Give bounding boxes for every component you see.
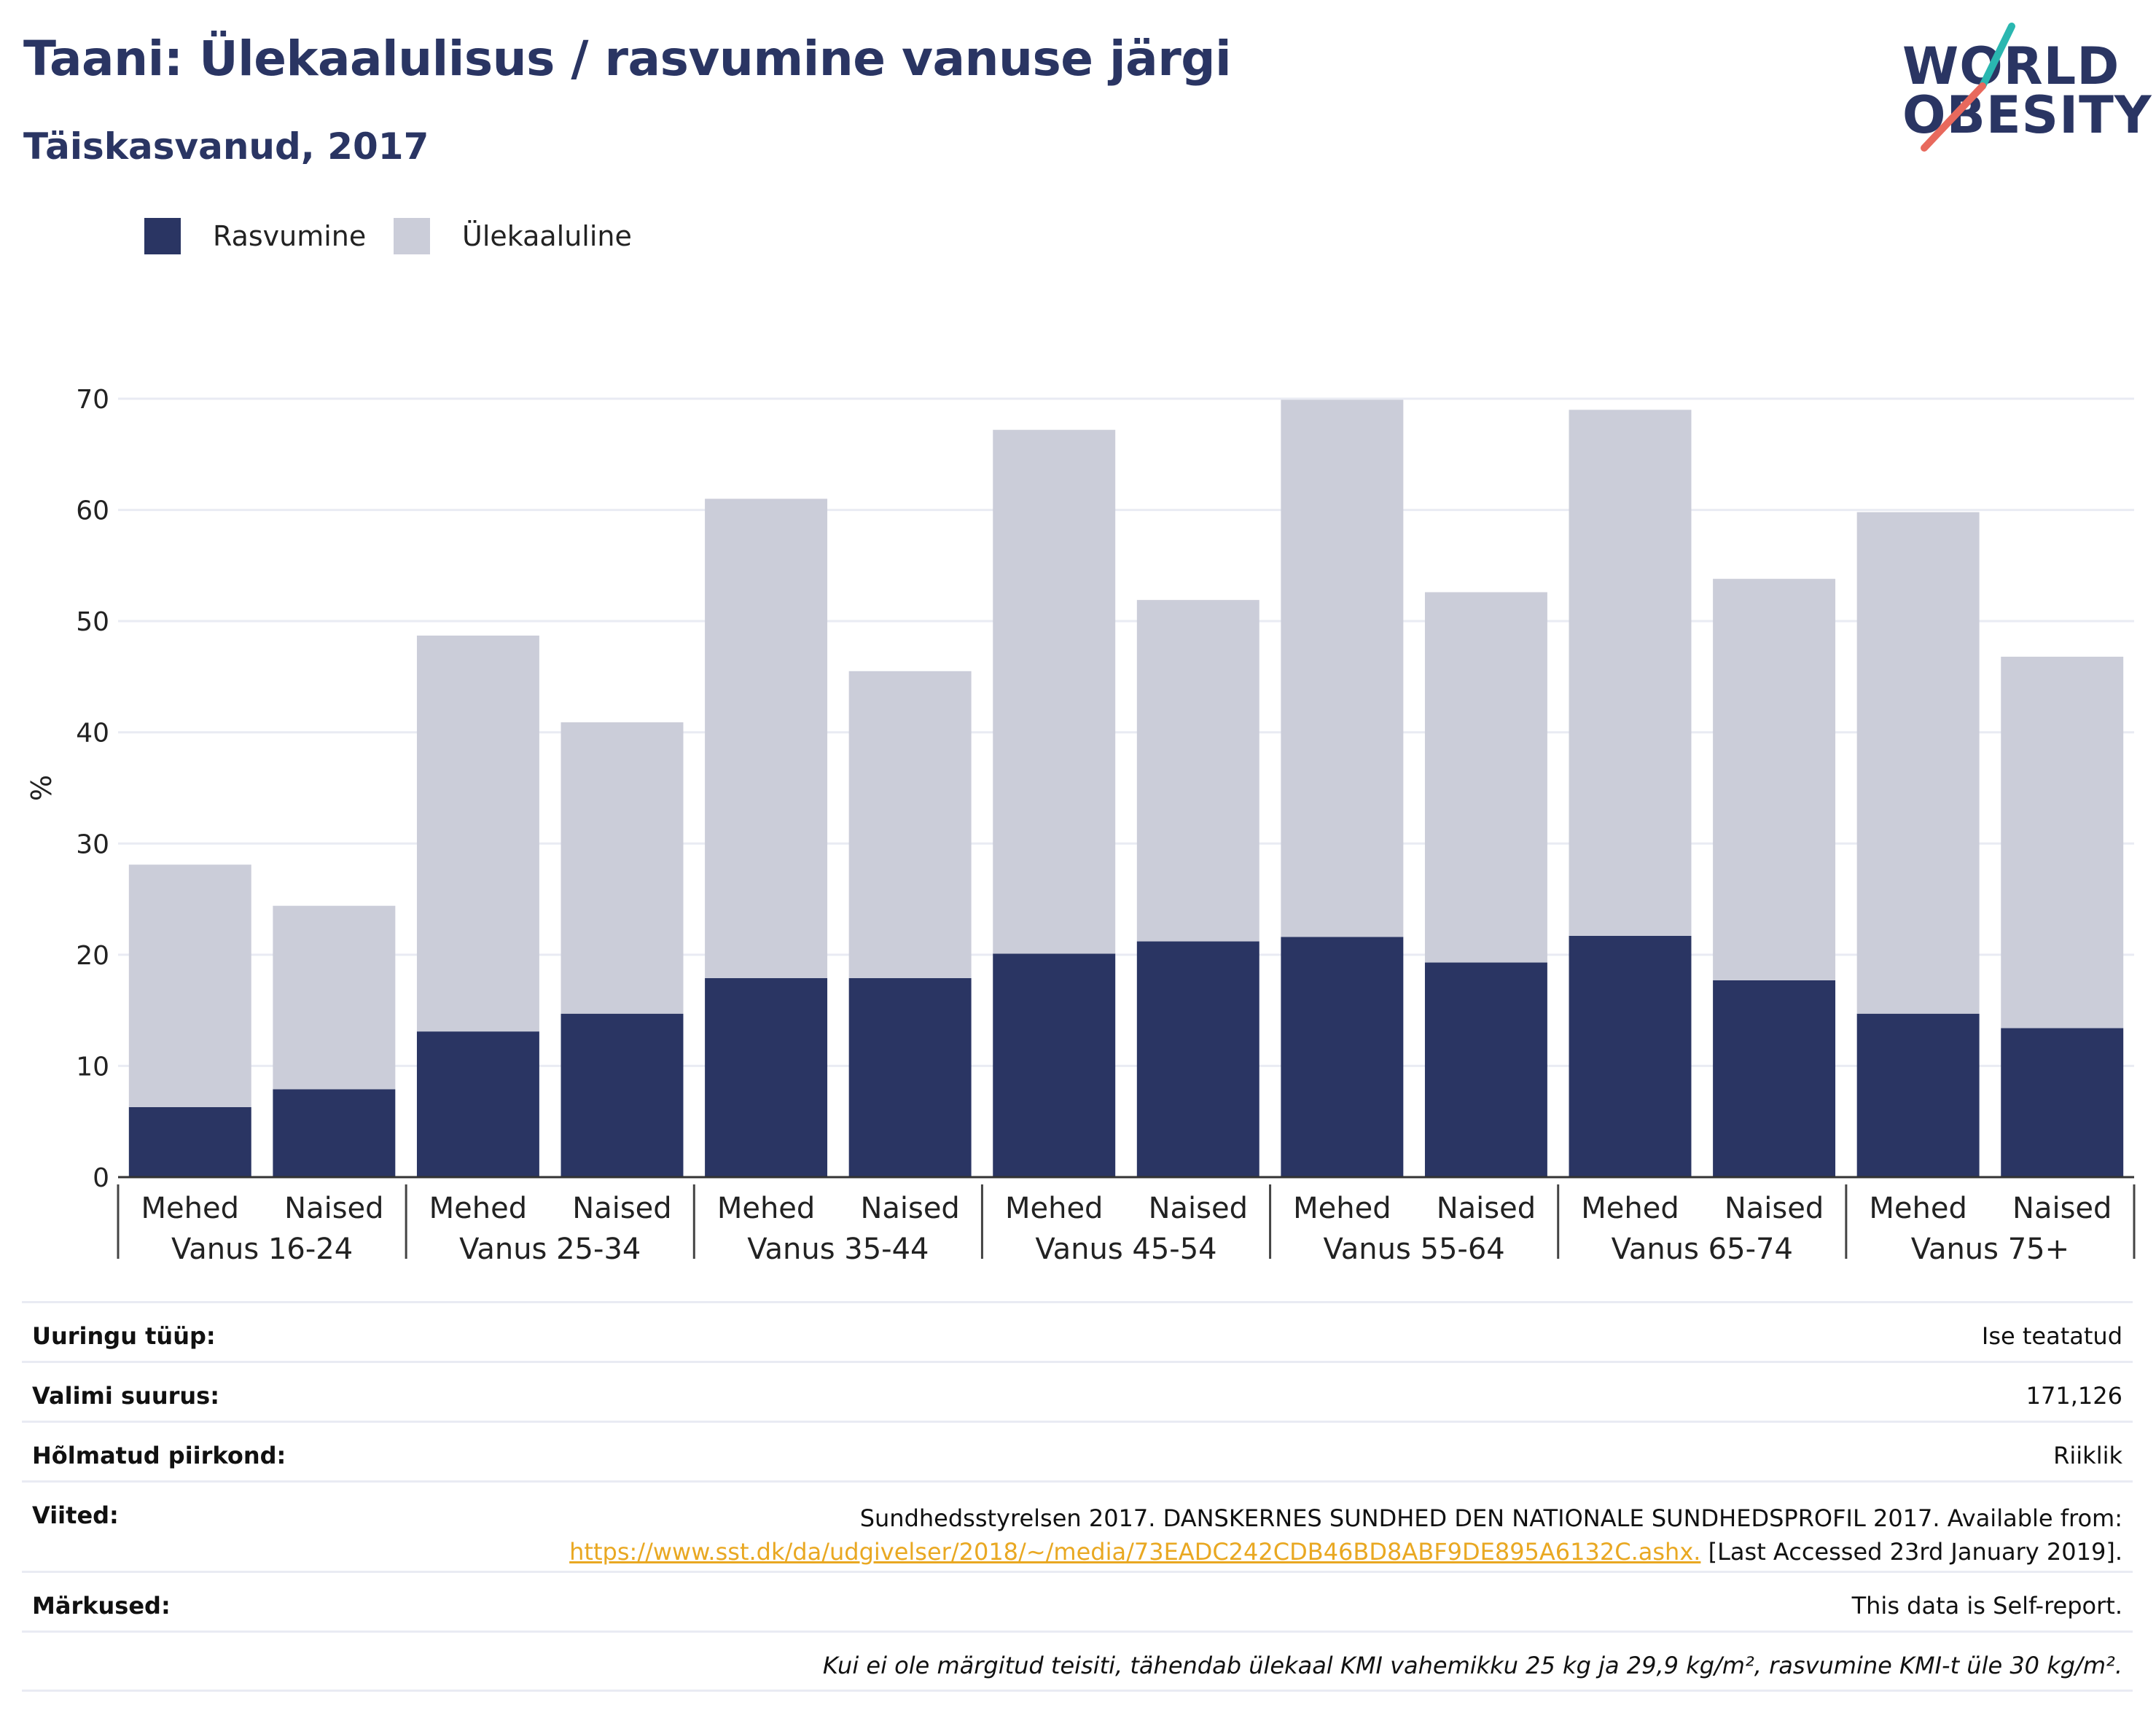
page-title: Taani: Ülekaalulisus / rasvumine vanuse … [23, 31, 1232, 87]
bar-obesity [1713, 980, 1836, 1177]
x-tick-label: Mehed [1869, 1192, 1966, 1225]
y-axis-label: % [26, 775, 58, 801]
bar-obesity [1569, 935, 1692, 1177]
info-label-sample-size: Valimi suurus: [32, 1382, 220, 1410]
y-tick-label: 0 [93, 1163, 109, 1193]
reference-text: Sundhedsstyrelsen 2017. DANSKERNES SUNDH… [859, 1504, 2122, 1532]
bar-overweight [1856, 512, 1980, 1014]
legend-label-obesity: Rasvumine [213, 220, 367, 252]
logo-slash-icon [1921, 23, 2015, 152]
x-tick-label: Mehed [141, 1192, 239, 1225]
survey-info-table: Uuringu tüüp: Ise teatatud Valimi suurus… [22, 1301, 2133, 1692]
y-tick-label: 60 [76, 496, 109, 526]
bar-obesity [993, 953, 1116, 1177]
bar-overweight [1136, 600, 1259, 942]
y-tick-label: 40 [76, 719, 109, 749]
x-tick-label: Naised [572, 1192, 671, 1225]
info-label-references: Viited: [32, 1501, 119, 1529]
bar-overweight [128, 864, 251, 1107]
info-row: Uuringu tüüp: Ise teatatud [22, 1301, 2133, 1361]
bar-overweight [993, 429, 1116, 954]
bar-overweight [416, 635, 539, 1032]
x-tick-label: Naised [1725, 1192, 1824, 1225]
y-tick-label: 50 [76, 607, 109, 637]
bar-obesity [561, 1013, 684, 1177]
bar-obesity [705, 977, 828, 1177]
bar-obesity [848, 977, 972, 1177]
x-tick-label: Mehed [717, 1192, 815, 1225]
y-tick-label: 70 [76, 385, 109, 415]
legend-label-overweight: Ülekaaluline [462, 220, 632, 252]
y-tick-label: 30 [76, 829, 109, 859]
bar-overweight [561, 722, 684, 1014]
info-row-references: Viited: Sundhedsstyrelsen 2017. DANSKERN… [22, 1480, 2133, 1571]
info-label-survey-type: Uuringu tüüp: [32, 1322, 216, 1350]
bar-overweight [273, 905, 396, 1090]
x-tick-label: Mehed [1581, 1192, 1679, 1225]
world-obesity-logo: WORLD OBESITY [1902, 20, 2152, 159]
bar-obesity [128, 1106, 251, 1177]
x-group-label: Vanus 65-74 [1612, 1233, 1793, 1266]
bar-obesity [416, 1031, 539, 1177]
bar-obesity [1856, 1013, 1980, 1177]
bar-obesity [2001, 1028, 2124, 1177]
info-label-notes: Märkused: [32, 1592, 171, 1620]
legend-item-overweight: Ülekaaluline [394, 216, 632, 257]
info-value-area: Riiklik [2053, 1442, 2122, 1469]
legend-swatch-overweight [394, 218, 430, 254]
bar-obesity [1424, 962, 1547, 1177]
bar-obesity [1136, 941, 1259, 1177]
x-group-label: Vanus 25-34 [459, 1233, 641, 1266]
x-tick-label: Naised [1149, 1192, 1248, 1225]
x-tick-label: Naised [1437, 1192, 1536, 1225]
bar-obesity [273, 1089, 396, 1177]
info-row: Hõlmatud piirkond: Riiklik [22, 1421, 2133, 1480]
x-group-label: Vanus 75+ [1911, 1233, 2069, 1266]
info-row: Valimi suurus: 171,126 [22, 1361, 2133, 1421]
info-value-references: Sundhedsstyrelsen 2017. DANSKERNES SUNDH… [569, 1501, 2133, 1569]
footnote: Kui ei ole märgitud teisiti, tähendab ül… [822, 1652, 2122, 1679]
info-value-survey-type: Ise teatatud [1981, 1322, 2122, 1350]
info-row: Märkused: This data is Self-report. [22, 1571, 2133, 1630]
info-label-area: Hõlmatud piirkond: [32, 1442, 286, 1469]
bar-overweight [1281, 399, 1404, 937]
y-tick-label: 10 [76, 1052, 109, 1082]
info-value-notes: This data is Self-report. [1851, 1592, 2122, 1620]
reference-link[interactable]: https://www.sst.dk/da/udgivelser/2018/~/… [569, 1538, 1701, 1566]
legend-item-obesity: Rasvumine [144, 216, 366, 257]
bar-overweight [1424, 592, 1547, 963]
y-tick-label: 20 [76, 941, 109, 971]
x-tick-label: Mehed [1005, 1192, 1103, 1225]
bar-overweight [1569, 410, 1692, 936]
info-value-sample-size: 171,126 [2026, 1382, 2122, 1410]
x-tick-label: Naised [860, 1192, 959, 1225]
page-subtitle: Täiskasvanud, 2017 [23, 125, 429, 168]
bar-overweight [1713, 579, 1836, 980]
info-row-footnote: Kui ei ole märgitud teisiti, tähendab ül… [22, 1630, 2133, 1692]
x-tick-label: Naised [284, 1192, 383, 1225]
x-group-label: Vanus 16-24 [171, 1233, 353, 1266]
x-group-label: Vanus 55-64 [1324, 1233, 1505, 1266]
bar-overweight [705, 499, 828, 978]
x-tick-label: Mehed [1293, 1192, 1391, 1225]
x-group-label: Vanus 45-54 [1035, 1233, 1216, 1266]
logo-line-1: WORLD [1902, 36, 2120, 96]
bar-overweight [2001, 656, 2124, 1028]
legend-swatch-obesity [144, 218, 181, 254]
reference-accessed: [Last Accessed 23rd January 2019]. [1700, 1538, 2122, 1566]
bar-obesity [1281, 937, 1404, 1177]
x-group-label: Vanus 35-44 [747, 1233, 929, 1266]
x-tick-label: Naised [2012, 1192, 2112, 1225]
bar-overweight [848, 671, 972, 978]
x-tick-label: Mehed [429, 1192, 527, 1225]
stacked-bar-chart: 0 10 20 30 40 50 60 70% Mehed Naised Mehed Naised Me… [26, 385, 2136, 1266]
